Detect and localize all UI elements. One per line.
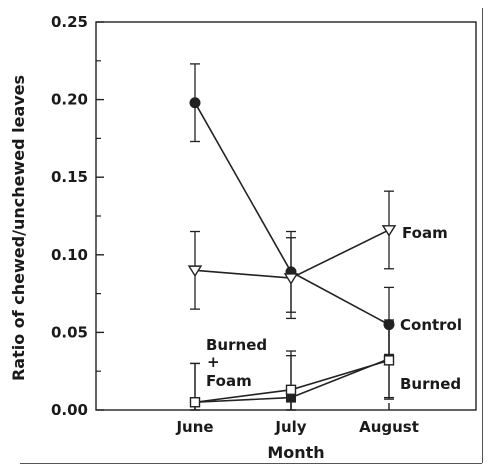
data-point-burned-foam: [285, 384, 297, 396]
y-ticks: 0.00 0.05 0.10 0.15 0.20 0.25: [51, 13, 104, 419]
series-layer: [187, 63, 397, 411]
annotation-control: Control: [400, 316, 462, 334]
series-foam: [187, 190, 397, 320]
annotation-burned-foam-plus: +: [207, 353, 220, 371]
y-tick-label: 0.00: [51, 401, 88, 419]
x-tick-label: August: [359, 418, 419, 436]
x-ticks: June July August: [175, 403, 419, 436]
data-point-foam: [381, 225, 397, 237]
y-tick-label: 0.25: [51, 13, 88, 31]
series-burned: [190, 319, 394, 411]
annotation-burned: Burned: [400, 375, 461, 393]
data-point-burned-foam: [383, 355, 395, 366]
data-point-burned-foam: [189, 397, 201, 408]
y-axis-label: Ratio of chewed/unchewed leaves: [9, 75, 28, 381]
y-tick-label: 0.15: [51, 168, 88, 186]
series-control: [189, 63, 395, 363]
y-tick-label: 0.10: [51, 246, 88, 264]
y-tick-label: 0.05: [51, 323, 88, 341]
series-line-control: [194, 102, 390, 326]
data-point-foam: [187, 265, 203, 278]
series-burned-foam: [189, 320, 395, 411]
x-tick-label: July: [274, 418, 306, 436]
data-point-control: [189, 97, 201, 109]
x-tick-label: June: [175, 418, 213, 436]
annotation-burned-foam-line1: Burned: [206, 336, 267, 354]
data-point-foam: [283, 273, 299, 285]
y-tick-label: 0.20: [51, 91, 88, 109]
figure-frame-right: [482, 8, 483, 463]
x-axis-label: Month: [267, 443, 324, 462]
axes: [95, 21, 477, 411]
plot-area-frame: [95, 21, 477, 411]
figure-frame-bottom: [20, 463, 482, 464]
annotation-burned-foam-line2: Foam: [206, 372, 252, 390]
annotation-foam: Foam: [402, 224, 448, 242]
